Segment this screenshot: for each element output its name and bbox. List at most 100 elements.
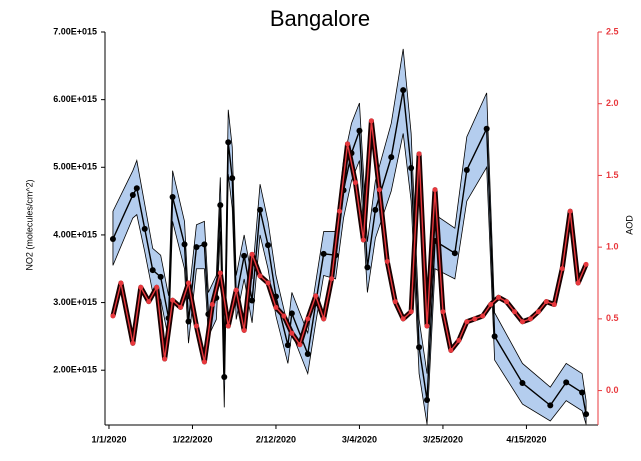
point — [201, 359, 207, 365]
point — [384, 258, 390, 264]
x-tick-label: 1/1/2020 — [91, 434, 126, 444]
point — [181, 241, 188, 248]
point — [519, 380, 526, 387]
point — [496, 294, 502, 300]
point — [193, 244, 200, 251]
point — [146, 299, 152, 305]
chart-title: Bangalore — [270, 6, 370, 31]
y2-axis-label: AOD — [624, 215, 634, 235]
point — [154, 284, 160, 290]
point — [368, 118, 374, 124]
point — [185, 280, 191, 286]
point — [320, 250, 327, 257]
point — [233, 287, 239, 293]
point — [249, 251, 255, 257]
point — [456, 337, 462, 343]
point — [345, 141, 351, 147]
point — [321, 316, 327, 322]
point — [225, 139, 232, 146]
x-tick-label: 4/15/2020 — [506, 434, 546, 444]
point — [360, 237, 366, 243]
point — [512, 309, 518, 315]
point — [559, 266, 565, 272]
point — [356, 127, 363, 134]
y-tick-label: 5.00E+015 — [53, 162, 97, 172]
point — [483, 125, 490, 132]
x-tick-label: 1/22/2020 — [172, 434, 212, 444]
point — [364, 264, 371, 271]
y2-tick-label: 1.0 — [606, 242, 619, 252]
point — [535, 309, 541, 315]
point — [241, 252, 248, 259]
point — [463, 166, 470, 173]
point — [464, 319, 470, 325]
point — [504, 299, 510, 305]
point — [110, 313, 116, 319]
point — [400, 316, 406, 322]
point — [519, 319, 525, 325]
point — [288, 310, 295, 317]
point — [440, 309, 446, 315]
point — [451, 250, 458, 257]
point — [579, 389, 586, 396]
point — [193, 323, 199, 329]
y2-tick-label: 0.0 — [606, 385, 619, 395]
point — [138, 284, 144, 290]
point — [265, 280, 271, 286]
point — [157, 273, 164, 280]
point — [162, 356, 168, 362]
x-tick-label: 3/25/2020 — [423, 434, 463, 444]
point — [563, 379, 570, 386]
point — [448, 347, 454, 353]
point — [337, 208, 343, 214]
x-tick-label: 3/4/2020 — [342, 434, 377, 444]
y-tick-label: 2.00E+015 — [53, 365, 97, 375]
point — [424, 323, 430, 329]
point — [217, 202, 224, 209]
x-tick-label: 2/12/2020 — [256, 434, 296, 444]
confidence-band — [112, 48, 587, 425]
point — [289, 330, 295, 336]
y-tick-label: 4.00E+015 — [53, 229, 97, 239]
point — [257, 273, 263, 279]
point — [297, 342, 303, 348]
point — [551, 302, 557, 308]
point — [583, 261, 589, 267]
point — [178, 304, 184, 310]
point — [169, 194, 176, 201]
point — [201, 241, 208, 248]
y2-tick-label: 2.0 — [606, 98, 619, 108]
point — [133, 185, 140, 192]
y2-tick-label: 2.5 — [606, 26, 619, 36]
point — [284, 342, 291, 349]
point — [265, 242, 272, 249]
point — [352, 180, 358, 186]
y2-tick-label: 1.5 — [606, 170, 619, 180]
y2-tick-label: 0.5 — [606, 313, 619, 323]
point — [472, 316, 478, 322]
point — [543, 299, 549, 305]
point — [225, 323, 231, 329]
point — [527, 316, 533, 322]
point — [109, 235, 116, 242]
point — [488, 302, 494, 308]
point — [547, 402, 554, 409]
point — [141, 225, 148, 232]
point — [305, 316, 311, 322]
point — [257, 206, 264, 213]
point — [400, 87, 407, 94]
point — [149, 267, 156, 274]
point — [273, 304, 279, 310]
point — [118, 280, 124, 286]
point — [229, 175, 236, 182]
point — [408, 309, 414, 315]
point — [329, 276, 335, 282]
y-tick-label: 3.00E+015 — [53, 297, 97, 307]
point — [480, 313, 486, 319]
point — [241, 327, 247, 333]
point — [130, 340, 136, 346]
point — [170, 297, 176, 303]
point — [567, 208, 573, 214]
point — [372, 206, 379, 213]
